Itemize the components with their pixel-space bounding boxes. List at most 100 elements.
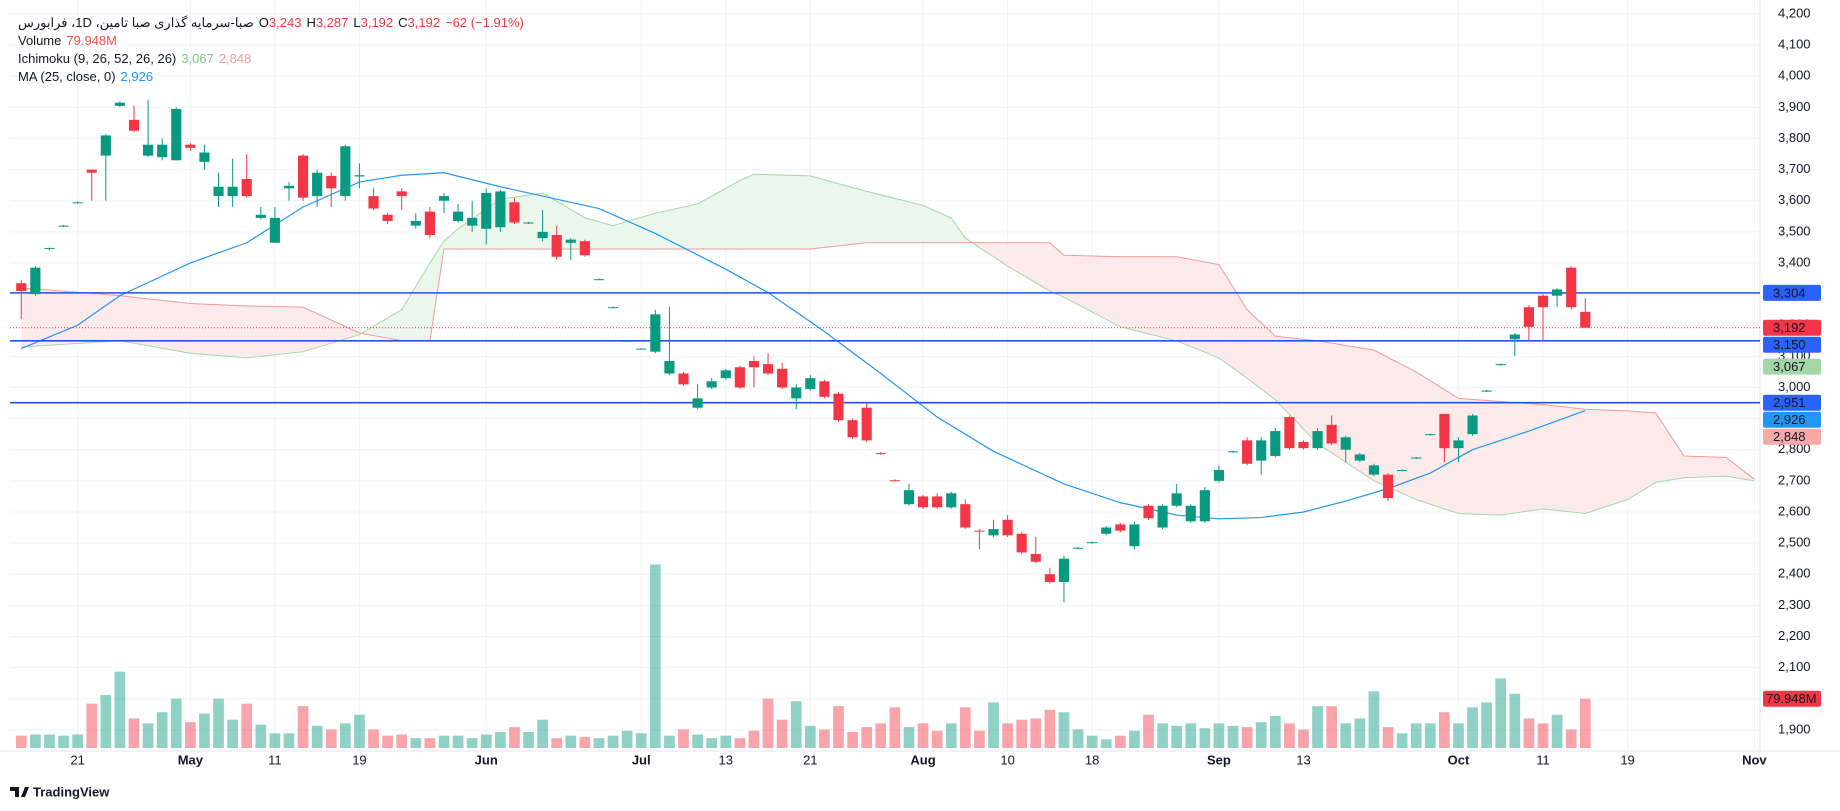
cloud — [1120, 256, 1177, 341]
volume-bar — [706, 738, 718, 748]
candle-body — [213, 186, 224, 197]
indicator-name: MA (25, close, 0) — [18, 69, 116, 84]
x-tick-label: 21 — [803, 752, 817, 767]
candle-body — [607, 307, 619, 309]
volume-bar — [297, 706, 309, 748]
volume-bar — [1481, 702, 1493, 748]
volume-bar — [30, 734, 41, 748]
volume-bar — [128, 718, 140, 748]
indicator-value: 2,926 — [120, 69, 154, 84]
candle-body — [1101, 527, 1112, 534]
volume-bar — [523, 731, 534, 748]
cloud — [753, 174, 811, 249]
candle-body — [678, 373, 689, 385]
candle-body — [86, 169, 97, 173]
volume-bar — [1269, 715, 1281, 748]
candle-body — [1439, 413, 1450, 449]
volume-bar — [368, 729, 379, 748]
price-badge — [1763, 411, 1821, 428]
candle-body — [523, 222, 534, 224]
candle-body — [917, 496, 929, 508]
price-badge — [1763, 284, 1821, 301]
volume-bar — [170, 698, 182, 748]
candle-body — [326, 175, 337, 189]
candle-body — [143, 144, 154, 156]
y-tick-label: 3,400 — [1778, 254, 1811, 269]
volume-bar — [1312, 706, 1323, 748]
cloud — [739, 174, 754, 249]
candle-body — [1256, 440, 1267, 461]
x-tick-label: 13 — [1296, 752, 1310, 767]
volume-bar — [466, 738, 478, 748]
cloud — [613, 213, 656, 249]
candle-body — [1270, 431, 1281, 456]
candle-body — [312, 172, 323, 197]
x-tick-label: 10 — [1000, 752, 1014, 767]
volume-bar — [734, 738, 746, 748]
x-tick-label: Aug — [910, 752, 935, 767]
legend-row: MA (25, close, 0) 2,926 — [18, 68, 529, 86]
candle-body — [889, 480, 900, 482]
plot — [10, 0, 1760, 751]
legend: صبا-سرمایه گذاری صبا تامین، 1D، فرابورس O… — [18, 14, 529, 86]
candle-body — [1072, 547, 1084, 549]
volume-bar — [1213, 723, 1225, 748]
volume-bar — [72, 734, 83, 748]
candle-body — [1467, 415, 1478, 435]
price-badge — [1763, 428, 1821, 445]
x-tick-label: Oct — [1448, 752, 1470, 767]
volume-bar — [903, 727, 915, 748]
candle-body — [382, 214, 393, 221]
volume-bar — [311, 725, 323, 748]
candle-body — [664, 361, 675, 374]
candle-body — [114, 102, 125, 106]
volume-bar — [819, 729, 830, 748]
candle-body — [1002, 519, 1013, 536]
candle-body — [1213, 469, 1225, 481]
volume-bar — [480, 734, 492, 748]
x-tick-label: 19 — [1620, 752, 1634, 767]
candle-body — [1199, 490, 1210, 522]
candle-body — [1044, 574, 1055, 583]
y-tick-label: 2,500 — [1778, 535, 1811, 550]
volume-bar — [1523, 718, 1535, 748]
volume-bar — [988, 702, 999, 748]
y-tick-label: 3,800 — [1778, 130, 1811, 145]
y-tick-label: 3,600 — [1778, 192, 1811, 207]
volume-bar — [185, 722, 196, 748]
candle-body — [1129, 524, 1140, 547]
volume-bar — [1467, 707, 1478, 748]
cloud — [1049, 242, 1064, 298]
volume-bar — [142, 723, 154, 748]
volume-bar — [720, 735, 732, 748]
cloud — [1683, 455, 1727, 478]
candle-body — [157, 144, 168, 158]
branding: TradingView — [33, 784, 110, 799]
candle-body — [791, 387, 802, 399]
candle-body — [1354, 454, 1365, 461]
cloud — [697, 180, 740, 249]
candle-body — [748, 361, 760, 368]
ohlc-value: 3,243 — [268, 15, 302, 30]
candle-body — [1312, 431, 1323, 449]
cloud — [1627, 410, 1656, 500]
volume-bar — [790, 701, 802, 748]
candle-body — [44, 248, 55, 250]
cloud — [1373, 350, 1417, 500]
volume-bar — [199, 713, 210, 748]
candle-body — [1340, 437, 1351, 450]
cloud — [1317, 340, 1374, 481]
y-tick-label: 3,700 — [1778, 161, 1811, 176]
price-badge — [1763, 394, 1821, 411]
price-badge-label: 2,848 — [1773, 429, 1806, 444]
volume-bar — [1199, 728, 1211, 748]
cloud — [866, 191, 924, 243]
volume-bar — [1255, 722, 1267, 748]
candle-body — [805, 378, 816, 390]
candle-body — [650, 314, 661, 352]
x-tick-label: May — [178, 752, 204, 767]
x-tick-label: Nov — [1742, 752, 1767, 767]
volume-bar — [1114, 735, 1126, 748]
candle-body — [16, 283, 27, 292]
